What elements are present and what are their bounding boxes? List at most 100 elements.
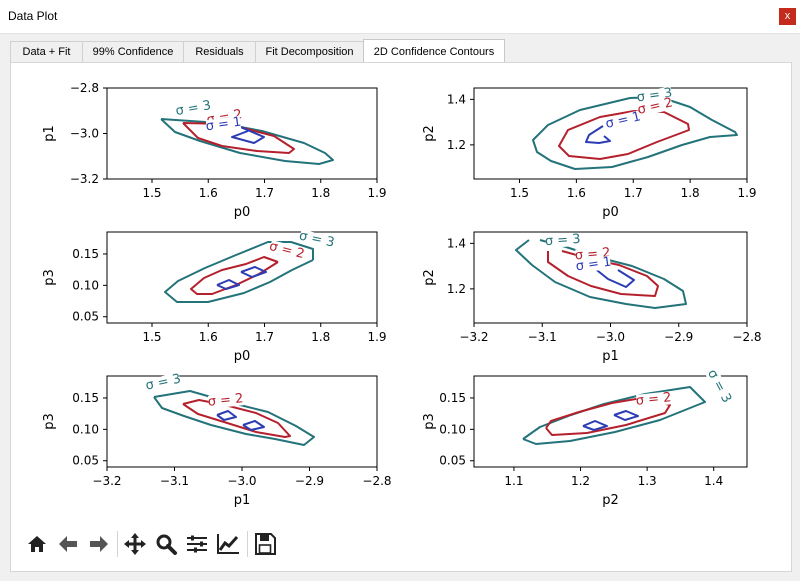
- contour-label-sigma-2: σ = 2: [635, 390, 672, 409]
- axes-frame: [473, 87, 748, 180]
- contour-sigma-1: [613, 410, 639, 421]
- contour-label-bg: [545, 232, 581, 249]
- x-axis-label: p0: [234, 205, 251, 220]
- contour-sigma-3: [532, 96, 738, 170]
- x-tick-label: −3.1: [528, 330, 557, 344]
- contour-sigma-1: [582, 420, 608, 431]
- y-tick-label: 1.2: [447, 282, 466, 296]
- y-axis-label: p2: [422, 269, 437, 286]
- x-axis-label: p0: [602, 205, 619, 220]
- contour-sigma-1: [585, 125, 611, 144]
- tab-2d-confidence-contours[interactable]: 2D Confidence Contours: [363, 39, 505, 64]
- x-tick-label: 1.5: [142, 330, 161, 344]
- contour-label-sigma-3: σ = 3: [298, 229, 336, 251]
- x-tick-label: −3.0: [596, 330, 625, 344]
- x-tick-label: 1.2: [571, 474, 590, 488]
- contour-sigma-1: [216, 279, 240, 290]
- contour-label-bg: [298, 229, 335, 250]
- y-tick-label: 0.10: [439, 422, 466, 436]
- y-tick-label: −3.2: [70, 172, 99, 186]
- x-tick-label: 1.9: [367, 330, 386, 344]
- x-tick-label: 1.6: [567, 186, 586, 200]
- y-tick-label: 0.05: [72, 310, 99, 324]
- x-tick-label: 1.6: [199, 186, 218, 200]
- pan-icon[interactable]: [122, 531, 148, 557]
- contour-label-sigma-3: σ = 3: [175, 98, 213, 119]
- y-tick-label: 0.10: [72, 278, 99, 292]
- x-tick-label: 1.1: [504, 474, 523, 488]
- x-tick-label: 1.7: [624, 186, 643, 200]
- y-axis-label: p2: [422, 125, 437, 142]
- tab-data-fit[interactable]: Data + Fit: [10, 41, 83, 62]
- x-axis-label: p0: [234, 349, 251, 364]
- contour-label-sigma-1: σ = 1: [205, 115, 242, 135]
- tab-residuals[interactable]: Residuals: [183, 41, 256, 62]
- forward-icon[interactable]: [86, 531, 112, 557]
- y-tick-label: 0.15: [72, 247, 99, 261]
- y-tick-label: 1.2: [447, 138, 466, 152]
- close-button[interactable]: x: [779, 8, 796, 25]
- contour-label-bg: [145, 372, 182, 393]
- title-bar: Data Plot x: [0, 0, 800, 34]
- x-tick-label: −2.9: [295, 474, 324, 488]
- contour-sigma-3: [164, 241, 314, 303]
- contour-sigma-2: [558, 110, 690, 160]
- contour-label-sigma-1: σ = 1: [575, 255, 612, 275]
- subplot-p0-p3: σ = 3σ = 21.5 1.6 1.7 1.8 1.90.150.100.05p0p…: [42, 229, 387, 364]
- y-axis-label: p1: [42, 125, 57, 142]
- x-tick-label: −3.2: [459, 330, 488, 344]
- contour-sigma-1: [216, 410, 237, 421]
- x-tick-label: 1.8: [681, 186, 700, 200]
- x-axis-label: p2: [602, 493, 619, 508]
- x-tick-label: 1.7: [255, 186, 274, 200]
- subplot-p1-p2: σ = 3σ = 2σ = 1−3.2 −3.1 −3.0 −2.9 −2.81.41.…: [422, 231, 762, 364]
- axes-frame: [106, 231, 378, 324]
- save-icon[interactable]: [252, 531, 278, 557]
- x-tick-label: 1.8: [311, 330, 330, 344]
- home-icon[interactable]: [24, 531, 50, 557]
- contour-sigma-3: [160, 118, 334, 165]
- contour-sigma-1: [592, 266, 635, 288]
- contour-label-bg: [205, 115, 242, 134]
- axes-frame: [473, 231, 748, 324]
- contour-label-bg: [575, 255, 612, 274]
- tab-fit-decomposition[interactable]: Fit Decomposition: [255, 41, 364, 62]
- contour-label-sigma-2: σ = 2: [207, 391, 244, 410]
- y-tick-label: 0.10: [72, 422, 99, 436]
- contour-label-bg: [175, 99, 212, 118]
- y-axis-label: p3: [42, 413, 57, 430]
- x-axis-label: p1: [234, 493, 251, 508]
- contour-label-bg: [268, 240, 305, 262]
- contour-sigma-1: [242, 420, 265, 431]
- window-title: Data Plot: [8, 9, 58, 23]
- x-tick-label: 1.3: [638, 474, 657, 488]
- subplot-p0-p1: σ = 3σ = 2σ = 11.5 1.6 1.7 1.8 1.9−2.8−3.0−3…: [42, 81, 387, 220]
- contour-label-bg: [705, 368, 733, 405]
- contour-label-bg: [605, 110, 642, 131]
- y-tick-label: 0.15: [72, 391, 99, 405]
- axes-frame: [473, 375, 748, 468]
- contour-label-sigma-3: σ = 3: [144, 372, 182, 394]
- y-tick-label: −2.8: [70, 81, 99, 95]
- edit-axis-icon[interactable]: [215, 531, 241, 557]
- x-tick-label: 1.4: [704, 474, 723, 488]
- y-tick-label: 0.15: [439, 391, 466, 405]
- x-tick-label: −2.8: [362, 474, 391, 488]
- x-tick-label: 1.9: [367, 186, 386, 200]
- configure-subplots-icon[interactable]: [184, 531, 210, 557]
- contour-sigma-1: [240, 266, 267, 278]
- y-tick-label: 0.05: [439, 454, 466, 468]
- x-tick-label: 1.5: [142, 186, 161, 200]
- back-icon[interactable]: [55, 531, 81, 557]
- subplot-p1-p3: σ = 3 σ = 2 −3.2 −3.1 −3.0 −2.9 −2.8 0.15 0.10 0.…: [42, 372, 392, 508]
- contour-label-sigma-3: σ = 3: [544, 232, 581, 249]
- y-tick-label: 1.4: [447, 92, 466, 106]
- zoom-icon[interactable]: [153, 531, 179, 557]
- x-tick-label: 1.7: [255, 330, 274, 344]
- contour-label-bg: [208, 392, 244, 409]
- x-tick-label: 1.9: [737, 186, 756, 200]
- contour-label-bg: [637, 96, 674, 117]
